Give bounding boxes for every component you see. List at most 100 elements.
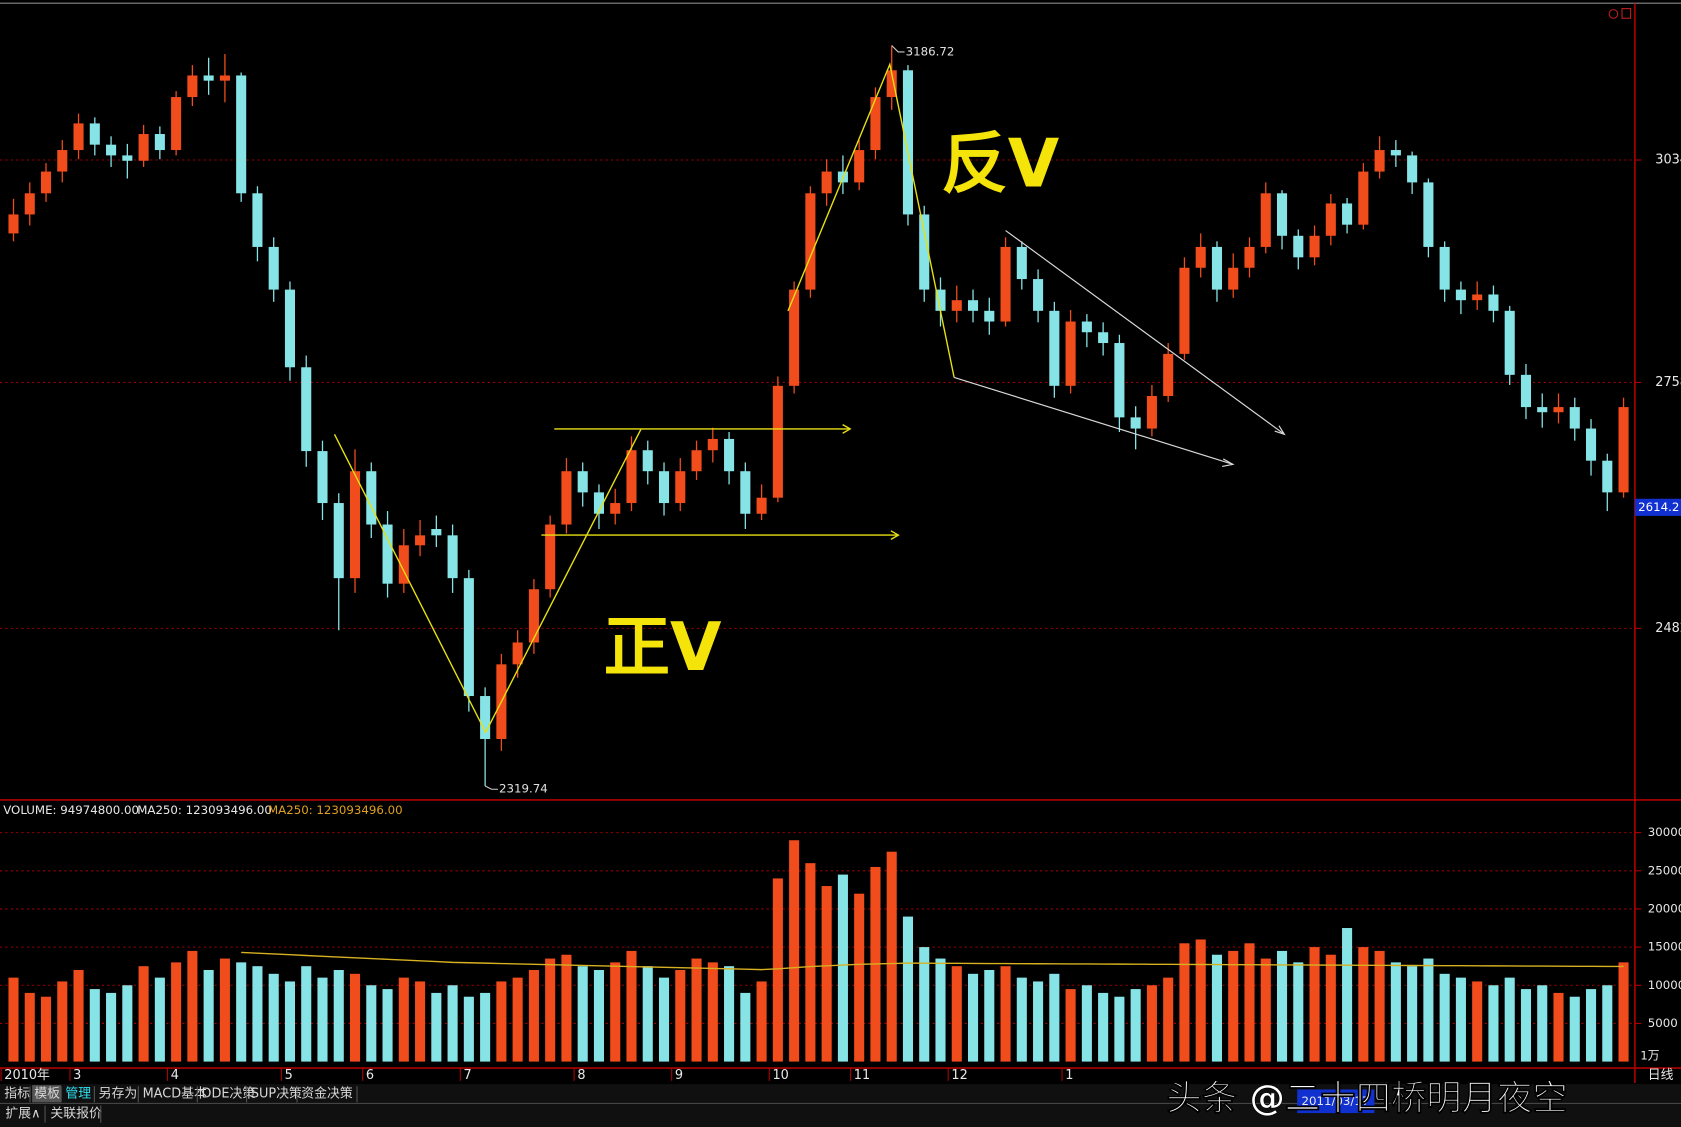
volume-bar (1358, 947, 1369, 1062)
candle-body (447, 535, 458, 579)
candle-body (1602, 460, 1613, 493)
candle-body (301, 367, 312, 452)
candle-body (821, 171, 832, 194)
toolbar-tab[interactable]: 关联报价 (50, 1107, 102, 1122)
volume-bar (268, 973, 279, 1062)
candle-body (1163, 353, 1174, 397)
candle-body (1146, 396, 1157, 429)
window-icon[interactable] (1621, 8, 1632, 19)
toolbar-tab[interactable]: 另存为 (99, 1086, 138, 1101)
toolbar-tab[interactable]: 指标 (4, 1086, 30, 1101)
toolbar-tab[interactable]: 资金决策 (301, 1085, 353, 1101)
volume-bar (1114, 996, 1125, 1062)
candle-body (691, 450, 702, 472)
toolbar-tab[interactable]: 扩展∧ (5, 1107, 40, 1122)
candle-body (252, 193, 263, 247)
y-tick-label: 3034 (1655, 153, 1681, 168)
candle-body (1098, 332, 1109, 344)
candle-body (1504, 310, 1515, 375)
volume-bar (1244, 943, 1255, 1062)
volume-bar (171, 962, 182, 1062)
volume-bar (1195, 939, 1206, 1062)
arrow-head (1274, 425, 1286, 436)
window-icon[interactable] (1608, 9, 1619, 19)
x-tick-label: 4 (171, 1068, 179, 1083)
candle-body (528, 589, 539, 643)
volume-bar (593, 970, 605, 1062)
candle-body (1211, 246, 1223, 290)
volume-bar (219, 958, 230, 1062)
volume-bar (626, 950, 637, 1062)
candle-body (1618, 407, 1629, 493)
volume-bar (1081, 985, 1092, 1062)
volume-bar (967, 973, 979, 1062)
candle-body (154, 134, 165, 151)
volume-bar (1016, 977, 1027, 1062)
volume-bar (528, 970, 539, 1062)
candle-body (1049, 310, 1060, 386)
volume-bar (236, 962, 247, 1062)
toolbar (0, 1084, 1681, 1127)
volume-bar (756, 981, 767, 1062)
volume-bar (1504, 977, 1515, 1062)
volume-bar (122, 985, 133, 1062)
volume-bar (1179, 943, 1190, 1062)
candle-body (463, 578, 474, 697)
candle-body (1195, 246, 1206, 268)
volume-bar (1130, 989, 1141, 1062)
candle-body (740, 471, 751, 514)
volume-bar (480, 992, 491, 1062)
volume-bar (789, 840, 800, 1062)
volume-bar (366, 985, 377, 1062)
x-tick-label: 8 (577, 1068, 585, 1083)
candle-body (902, 70, 914, 215)
candle-body (561, 471, 572, 525)
watermark: 头条 @二十四桥明月夜空 (1166, 1078, 1567, 1119)
volume-bar (512, 977, 523, 1062)
toolbar-tab[interactable]: DDE决策 (202, 1085, 256, 1101)
x-tick-label: 10 (773, 1068, 789, 1083)
volume-bar (675, 970, 686, 1062)
candle-body (317, 451, 328, 504)
candle-body (577, 471, 588, 493)
candle-body (1309, 235, 1320, 258)
volume-bar (447, 985, 458, 1062)
candle-body (333, 503, 344, 579)
volume-bar (577, 966, 588, 1062)
candle-body (610, 503, 621, 514)
volume-bar (1553, 992, 1564, 1062)
volume-bar (89, 989, 100, 1062)
volume-bar (463, 996, 474, 1062)
volume-bar (984, 970, 995, 1062)
toolbar-tab[interactable]: SUP决策 (251, 1085, 302, 1101)
volume-bar (1374, 950, 1385, 1062)
volume-bar (1537, 985, 1548, 1062)
toolbar-tab[interactable]: MACD基本 (143, 1086, 207, 1101)
annotation: 反V (941, 124, 1059, 202)
candle-body (187, 75, 198, 98)
date-box (1297, 1089, 1375, 1114)
x-tick-label: 5 (285, 1068, 293, 1083)
annotation: 正V (604, 608, 722, 686)
volume-bar (431, 992, 442, 1062)
volume-bar (317, 977, 328, 1062)
volume-bar (1569, 996, 1580, 1062)
volume-bar (1228, 950, 1239, 1062)
volume-bar (24, 992, 35, 1062)
candle-body (1000, 246, 1011, 322)
candle-body (284, 289, 296, 368)
volume-bar (415, 981, 426, 1062)
volume-bar (1033, 981, 1044, 1062)
candle-body (219, 75, 230, 81)
toolbar-tab[interactable]: 模板 (34, 1086, 60, 1101)
volume-bar (610, 962, 621, 1062)
candle-body (398, 545, 409, 584)
candle-body (707, 438, 718, 451)
volume-bar (73, 970, 84, 1062)
date-label: 2011/03/17 (1301, 1094, 1369, 1108)
candle-body (1439, 246, 1450, 290)
x-tick-label: 12 (951, 1068, 967, 1083)
volume-bar (301, 966, 312, 1062)
toolbar-tab[interactable]: 管理 (65, 1086, 91, 1101)
